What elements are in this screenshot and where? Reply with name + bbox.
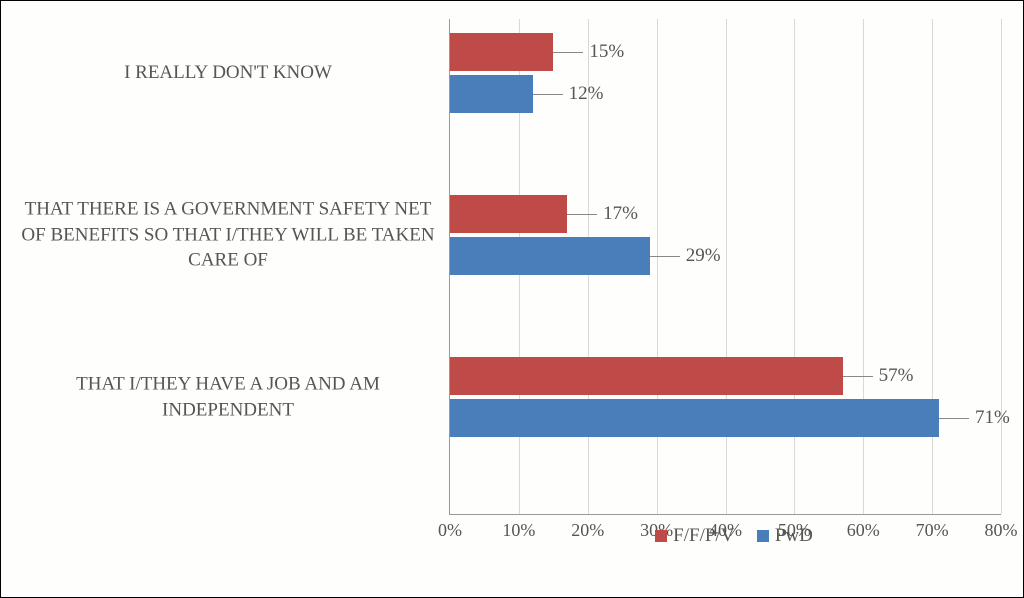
category-label: I REALLY DON'T KNOW	[20, 60, 450, 86]
bar-ffpv	[450, 357, 843, 395]
gridline	[932, 19, 933, 514]
value-label: 17%	[603, 203, 638, 225]
gridline	[1001, 19, 1002, 514]
category-label: THAT THERE IS A GOVERNMENT SAFETY NET OF…	[20, 197, 450, 274]
bar-pwd	[450, 399, 939, 437]
legend-swatch-pwd	[757, 530, 769, 542]
gridline	[657, 19, 658, 514]
value-label: 71%	[975, 407, 1010, 429]
leader-line	[843, 376, 873, 377]
leader-line	[553, 52, 583, 53]
gridline	[794, 19, 795, 514]
value-label: 57%	[879, 365, 914, 387]
legend-label: F/F/P/V	[673, 525, 734, 546]
gridline	[863, 19, 864, 514]
chart-frame: 0% 10% 20% 30% 40% 50% 60% 70% 80% I REA…	[0, 0, 1024, 598]
bar-pwd	[450, 75, 533, 113]
value-label: 12%	[569, 83, 604, 105]
value-label: 29%	[686, 245, 721, 267]
leader-line	[533, 94, 563, 95]
leader-line	[567, 214, 597, 215]
legend-swatch-ffpv	[655, 530, 667, 542]
plot-area: 0% 10% 20% 30% 40% 50% 60% 70% 80% I REA…	[449, 19, 1001, 515]
bar-ffpv	[450, 195, 567, 233]
leader-line	[939, 418, 969, 419]
category-label: THAT I/THEY HAVE A JOB AND AM INDEPENDEN…	[20, 371, 450, 422]
bar-ffpv	[450, 33, 553, 71]
gridline	[726, 19, 727, 514]
leader-line	[650, 256, 680, 257]
legend: F/F/P/V PwD	[449, 525, 1001, 547]
legend-label: PwD	[775, 525, 813, 546]
value-label: 15%	[589, 41, 624, 63]
bar-pwd	[450, 237, 650, 275]
